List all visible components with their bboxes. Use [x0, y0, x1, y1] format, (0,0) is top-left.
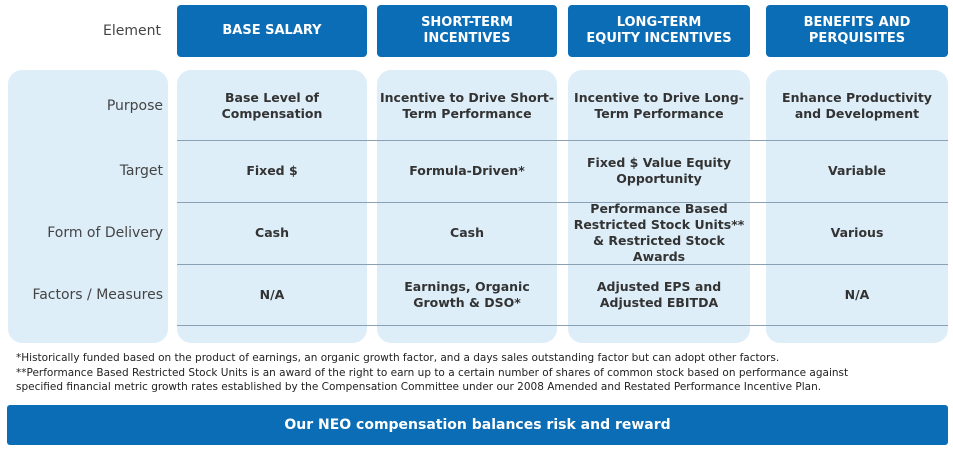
label-panel	[8, 70, 168, 343]
table-cell: Formula-Driven*	[377, 140, 557, 202]
cell-line: Opportunity	[616, 171, 702, 186]
column-header: BASE SALARY	[177, 5, 367, 57]
banner: Our NEO compensation balances risk and r…	[7, 405, 948, 445]
header-line: BENEFITS AND	[803, 15, 911, 30]
footnote: **Performance Based Restricted Stock Uni…	[16, 366, 941, 394]
cell-line: Base Level of	[225, 90, 319, 105]
cell-line: Term Performance	[594, 106, 724, 121]
cell-line: Fixed $	[246, 163, 298, 178]
cell-line: Restricted Stock Units**	[573, 217, 745, 232]
cell-line: Formula-Driven*	[409, 163, 525, 178]
cell-line: N/A	[259, 286, 285, 302]
cell-line: Cash	[255, 225, 289, 240]
table-cell: Earnings, Organic Growth & DSO*	[377, 264, 557, 325]
cell-line: & Restricted Stock Awards	[593, 233, 725, 264]
footnote-line: specified financial metric growth rates …	[16, 381, 822, 393]
footnote-line: *Historically funded based on the produc…	[16, 352, 780, 364]
footnote-line: **Performance Based Restricted Stock Uni…	[16, 367, 849, 379]
column-header: LONG-TERM EQUITY INCENTIVES	[568, 5, 750, 57]
header-line: INCENTIVES	[423, 31, 511, 46]
table-cell: Variable	[766, 140, 948, 202]
cell-line: Compensation	[221, 106, 323, 121]
row-label: Form of Delivery	[47, 225, 163, 241]
column-panel	[766, 70, 948, 343]
cell-line: Adjusted EBITDA	[599, 294, 719, 310]
header-line: SHORT-TERM	[421, 15, 513, 30]
column-panel	[377, 70, 557, 343]
cell-line: and Development	[794, 106, 920, 121]
table-cell: Cash	[377, 202, 557, 264]
table-cell: Enhance Productivity and Development	[766, 72, 948, 140]
table-cell: N/A	[766, 264, 948, 325]
cell-line: Performance Based	[590, 201, 728, 216]
table-cell: Various	[766, 202, 948, 264]
cell-line: Earnings, Organic	[404, 278, 530, 294]
cell-line: Enhance Productivity	[782, 90, 932, 105]
column-header: BENEFITS AND PERQUISITES	[766, 5, 948, 57]
cell-line: N/A	[844, 286, 870, 302]
table-cell: Cash	[177, 202, 367, 264]
table-cell: Fixed $ Value Equity Opportunity	[568, 140, 750, 202]
header-line: PERQUISITES	[808, 31, 906, 46]
row-separator	[177, 202, 948, 203]
table-cell: Adjusted EPS and Adjusted EBITDA	[568, 264, 750, 325]
row-label: Purpose	[106, 98, 163, 114]
cell-line: Adjusted EPS and	[596, 278, 722, 294]
table-cell: Fixed $	[177, 140, 367, 202]
table-cell: Base Level of Compensation	[177, 72, 367, 140]
table-cell: N/A	[177, 264, 367, 325]
column-panel	[177, 70, 367, 343]
row-label: Factors / Measures	[32, 286, 163, 303]
footnote: *Historically funded based on the produc…	[16, 351, 941, 365]
cell-line: Term Performance	[402, 106, 532, 121]
table-cell: Incentive to Drive Short- Term Performanc…	[377, 72, 557, 140]
cell-line: Growth & DSO*	[413, 294, 521, 310]
cell-line: Incentive to Drive Short-	[379, 90, 555, 105]
header-line: BASE SALARY	[222, 23, 322, 38]
row-label: Target	[119, 163, 163, 179]
cell-line: Variable	[827, 163, 887, 178]
header-line: EQUITY INCENTIVES	[586, 31, 732, 46]
row-separator	[177, 325, 948, 326]
element-label: Element	[103, 23, 161, 39]
cell-line: Incentive to Drive Long-	[574, 90, 744, 105]
table-cell: Performance Based Restricted Stock Units*…	[568, 201, 750, 264]
column-panel	[568, 70, 750, 343]
header-line: LONG-TERM	[616, 15, 702, 30]
row-separator	[177, 140, 948, 141]
table-cell: Incentive to Drive Long- Term Performance	[568, 72, 750, 140]
column-header: SHORT-TERM INCENTIVES	[377, 5, 557, 57]
cell-line: Cash	[450, 225, 484, 240]
row-separator	[177, 264, 948, 265]
cell-line: Various	[830, 225, 884, 240]
cell-line: Fixed $ Value Equity	[587, 155, 731, 170]
